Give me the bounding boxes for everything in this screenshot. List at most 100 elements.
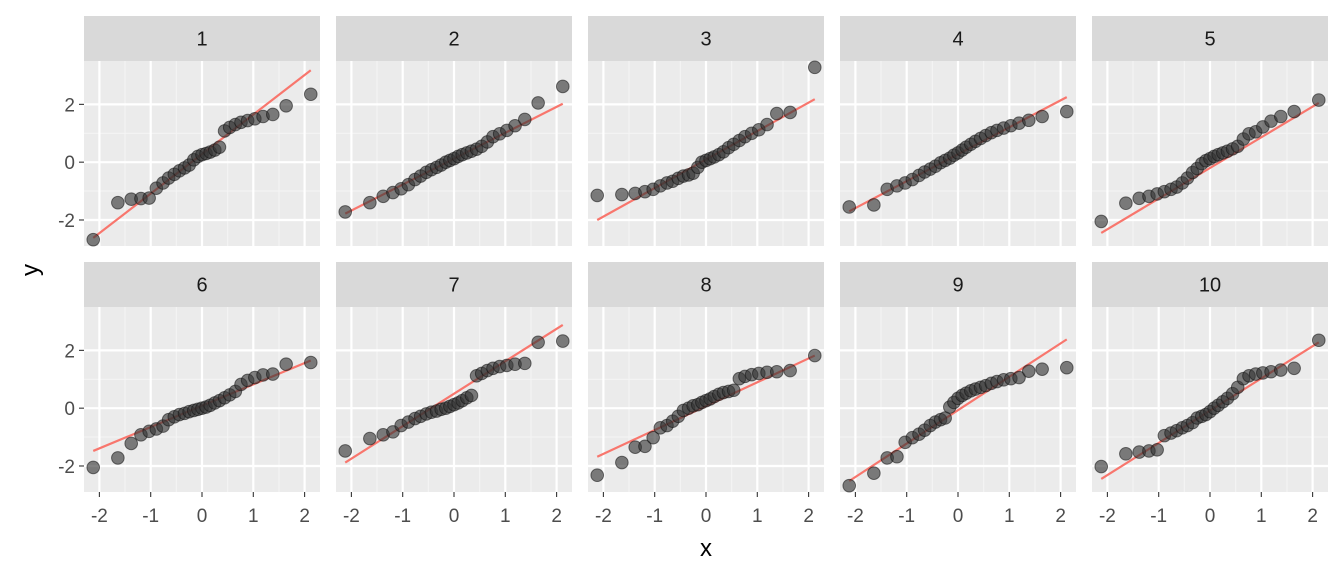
facet-strip — [336, 262, 572, 307]
reference-line — [1100, 101, 1320, 234]
data-point — [111, 451, 125, 465]
data-point — [86, 460, 101, 475]
x-tick-label: 2 — [299, 506, 310, 527]
data-point — [555, 334, 570, 348]
facet-strip-label: 7 — [448, 275, 459, 297]
facet-strip-label: 5 — [1204, 29, 1215, 51]
data-point — [1119, 196, 1133, 211]
data-point — [867, 466, 881, 481]
x-tick-label: 0 — [701, 506, 712, 527]
x-axis-title: x — [700, 535, 712, 562]
data-point — [303, 87, 318, 102]
data-point — [338, 205, 353, 219]
data-point — [783, 363, 797, 378]
x-tick-label: 0 — [953, 506, 964, 527]
x-tick-label: -2 — [343, 506, 360, 527]
facet-panel-7: 7 -2 -1 0 1 2 — [336, 262, 572, 527]
data-point — [111, 195, 125, 210]
data-point — [590, 468, 605, 483]
x-tick-label: 2 — [1307, 506, 1318, 527]
facet-strip-label: 10 — [1199, 275, 1221, 297]
data-point — [279, 99, 293, 113]
data-point — [638, 439, 652, 454]
facet-strip-label: 1 — [196, 29, 207, 51]
x-tick-label: 1 — [1004, 506, 1015, 527]
x-tick-label: 0 — [197, 506, 208, 527]
data-point — [1035, 109, 1049, 124]
data-point — [338, 444, 353, 458]
data-point — [531, 335, 545, 350]
facet-strip — [588, 16, 824, 61]
data-point — [1311, 333, 1326, 348]
data-point — [1150, 442, 1164, 457]
data-point — [518, 356, 532, 371]
data-point — [890, 449, 904, 464]
x-tick-label: -2 — [91, 506, 108, 527]
data-point — [1022, 113, 1036, 128]
x-tick-label: -2 — [1099, 506, 1116, 527]
data-point — [1311, 93, 1326, 107]
data-point — [1287, 104, 1301, 119]
facet-panel-1: 1 -2 0 2 — [58, 16, 320, 247]
data-point — [807, 348, 822, 363]
y-tick-label: -2 — [58, 211, 75, 232]
facet-panel-2: 2 — [336, 16, 572, 246]
x-tick-label: -2 — [847, 506, 864, 527]
data-point — [770, 106, 784, 121]
data-point — [760, 117, 774, 132]
x-tick-label: -1 — [142, 506, 159, 527]
data-point — [363, 431, 377, 446]
x-tick-label: 2 — [803, 506, 814, 527]
facet-strip-label: 8 — [700, 275, 711, 297]
x-tick-label: -1 — [646, 506, 663, 527]
facet-strip — [1092, 16, 1328, 61]
data-point — [464, 388, 479, 403]
x-tick-label: 0 — [449, 506, 460, 527]
data-point — [142, 191, 156, 205]
data-point — [1022, 364, 1036, 378]
facet-strip — [1092, 262, 1328, 307]
data-point — [212, 140, 227, 154]
data-point — [615, 187, 629, 202]
x-tick-label: 1 — [1256, 506, 1267, 527]
data-point — [86, 232, 101, 247]
y-axis-title: y — [17, 264, 44, 276]
facet-panel-5: 5 — [1092, 16, 1328, 246]
data-point — [1119, 447, 1133, 461]
data-point — [531, 96, 545, 110]
facet-strip — [588, 262, 824, 307]
data-point — [266, 367, 280, 381]
facet-panel-10: 10 -2 -1 0 1 2 — [1092, 262, 1328, 527]
facet-strip-label: 4 — [952, 29, 963, 51]
y-tick-label: -2 — [58, 457, 75, 478]
data-point — [1287, 361, 1301, 376]
y-tick-label: 0 — [64, 153, 75, 174]
facet-strip-label: 3 — [700, 29, 711, 51]
y-tick-label: 2 — [64, 341, 75, 362]
facet-panel-4: 4 — [840, 16, 1076, 246]
data-point — [1059, 104, 1074, 119]
facet-strip — [336, 16, 572, 61]
data-point — [279, 357, 293, 372]
x-tick-label: 0 — [1205, 506, 1216, 527]
data-point — [1274, 363, 1288, 377]
y-tick-label: 0 — [64, 399, 75, 420]
facet-panel-6: 6 -2 0 2 -2 -1 0 1 2 — [58, 262, 320, 527]
facet-strip — [840, 262, 1076, 307]
facet-panel-3: 3 — [588, 16, 824, 246]
data-point — [867, 198, 881, 212]
data-point — [555, 79, 570, 94]
data-point — [590, 188, 605, 203]
facet-strip-label: 2 — [448, 29, 459, 51]
x-tick-label: -2 — [595, 506, 612, 527]
x-tick-label: 1 — [248, 506, 259, 527]
x-tick-label: 2 — [1055, 506, 1066, 527]
data-point — [363, 195, 377, 210]
data-point — [615, 455, 629, 470]
facet-panel-8: 8 -2 -1 0 1 2 — [588, 262, 824, 527]
data-point — [770, 364, 784, 379]
x-tick-label: 1 — [500, 506, 511, 527]
y-tick-label: 2 — [64, 95, 75, 116]
facet-strip-label: 9 — [952, 275, 963, 297]
